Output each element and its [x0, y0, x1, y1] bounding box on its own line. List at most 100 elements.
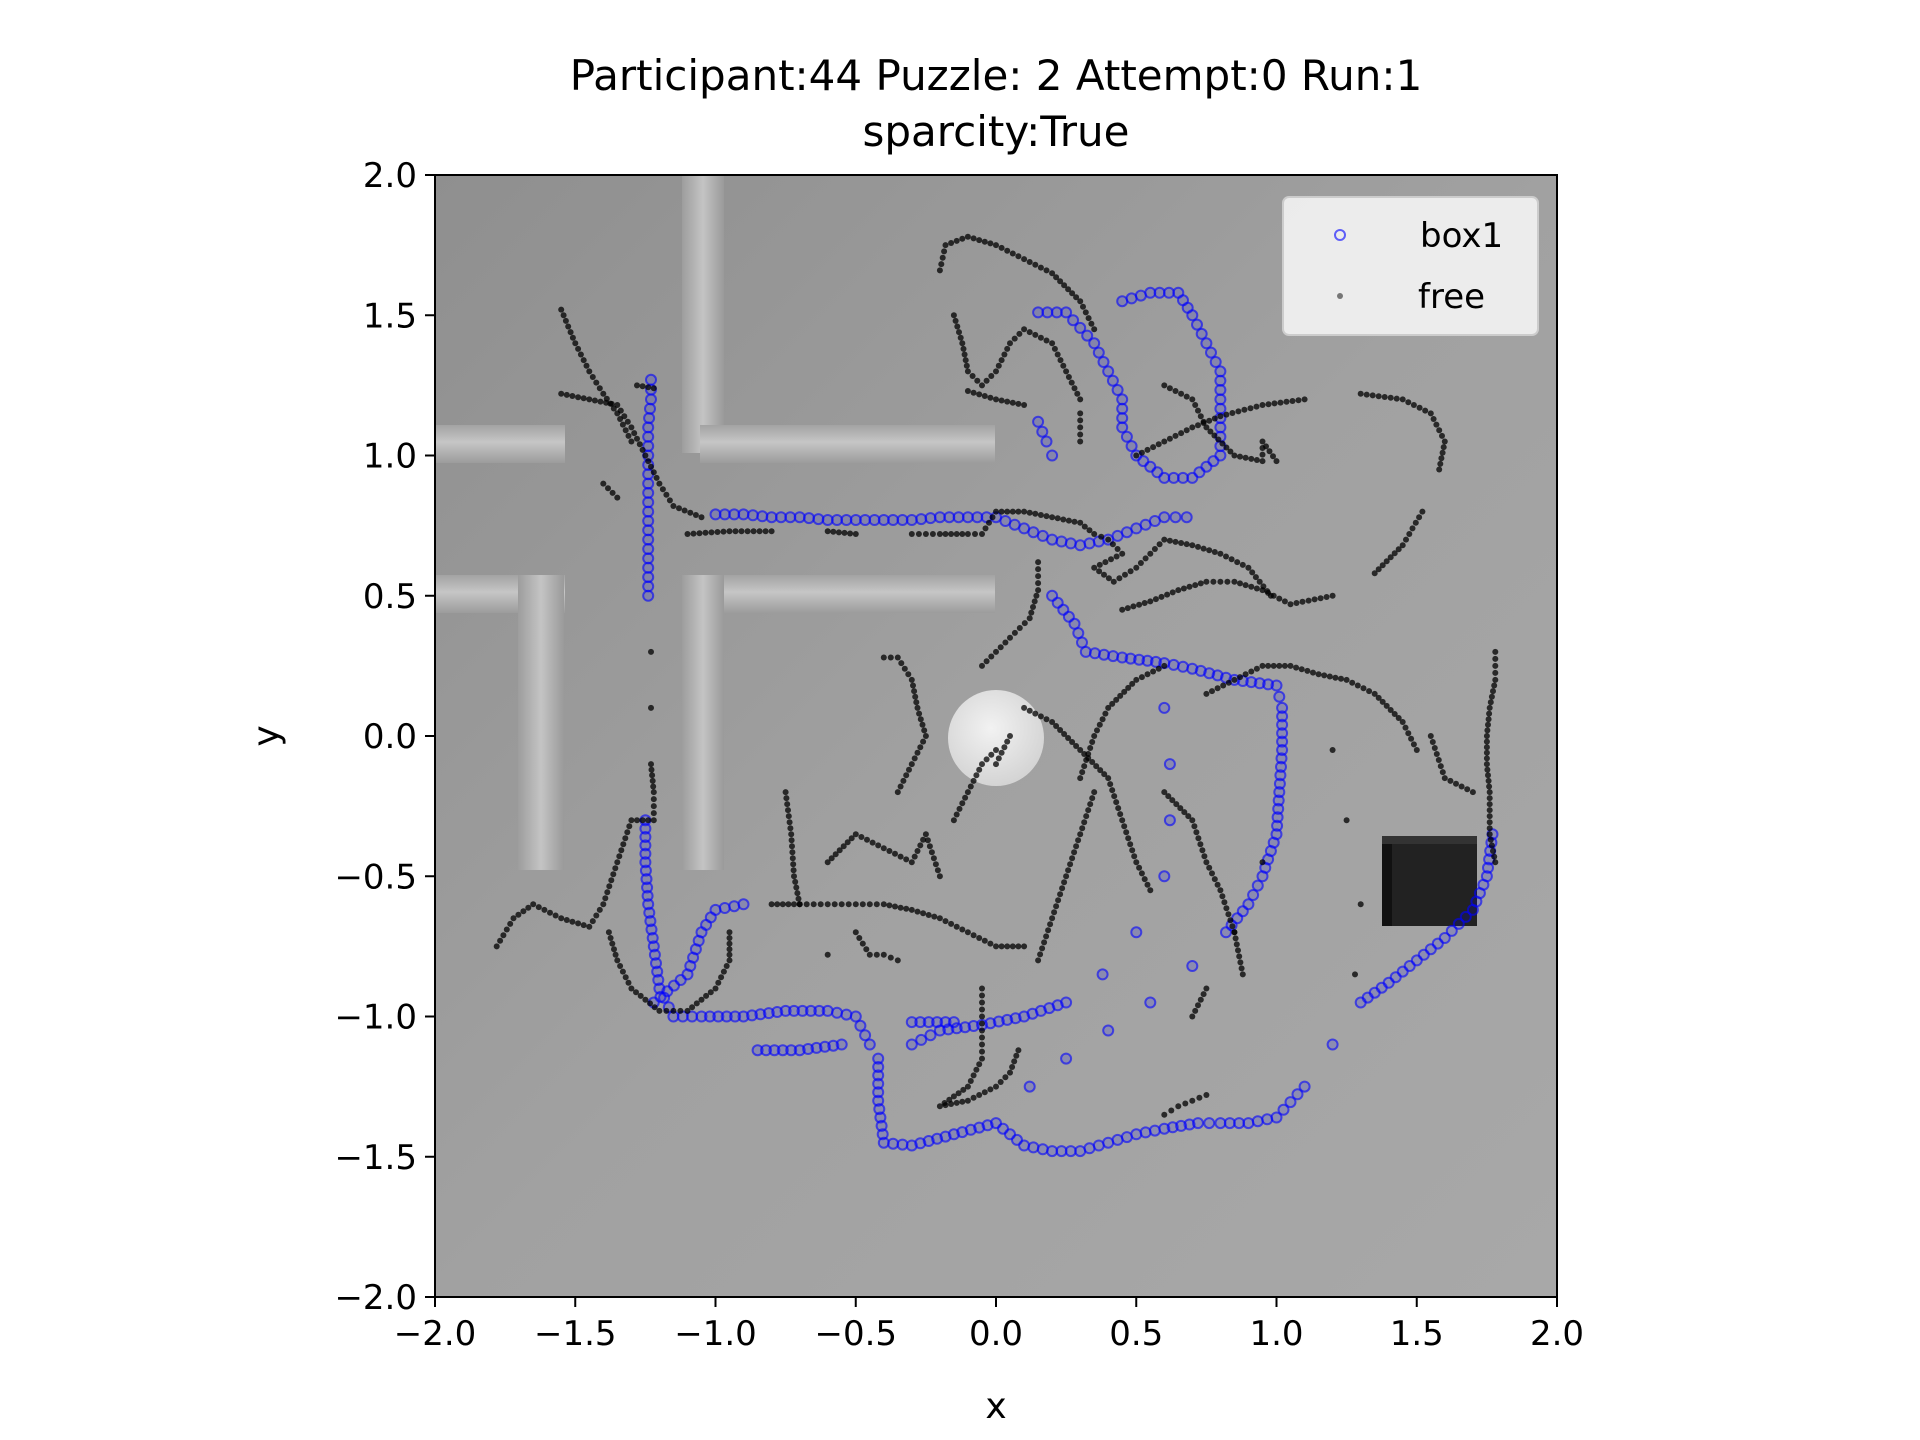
- free-point: [1405, 399, 1412, 406]
- free-point: [1228, 556, 1235, 563]
- free-point: [1256, 578, 1263, 585]
- box1-point: [1032, 415, 1045, 428]
- free-point: [634, 382, 640, 389]
- series-free: [493, 233, 1499, 1118]
- free-point: [1305, 597, 1312, 604]
- box1-point: [644, 915, 657, 928]
- free-point: [628, 817, 635, 824]
- free-point: [1265, 589, 1272, 596]
- free-point: [720, 968, 727, 975]
- free-point: [917, 716, 924, 723]
- free-point: [650, 803, 657, 810]
- free-point: [1435, 757, 1442, 763]
- free-point: [1321, 672, 1328, 679]
- free-point: [1108, 556, 1114, 563]
- box1-point: [746, 1009, 758, 1022]
- free-point: [1071, 518, 1078, 525]
- free-point: [1223, 444, 1230, 451]
- free-point: [1338, 675, 1344, 682]
- box1-point: [840, 1008, 853, 1021]
- free-point: [964, 789, 971, 796]
- free-point: [645, 817, 652, 824]
- free-point: [497, 937, 504, 944]
- box1-point: [1130, 1128, 1143, 1141]
- free-point: [1265, 401, 1272, 408]
- free-point: [948, 240, 955, 246]
- free-point: [1192, 1007, 1199, 1014]
- free-point: [961, 351, 968, 358]
- free-point: [1375, 694, 1382, 701]
- free-point: [1021, 402, 1028, 408]
- free-point: [976, 1092, 983, 1098]
- free-point: [1035, 957, 1042, 964]
- free-point: [1387, 707, 1394, 713]
- free-point: [916, 710, 923, 717]
- free-point: [609, 940, 616, 947]
- free-point: [1032, 331, 1039, 338]
- free-point: [873, 951, 880, 958]
- free-point: [1007, 1069, 1013, 1076]
- free-point: [1150, 668, 1157, 675]
- free-point: [1217, 550, 1224, 557]
- box1-point: [947, 1016, 960, 1029]
- box1-point: [1195, 327, 1208, 340]
- free-point: [950, 1093, 957, 1100]
- free-point: [1219, 440, 1226, 447]
- box1-point: [1186, 662, 1199, 675]
- box1-point: [1046, 449, 1059, 462]
- free-point: [1127, 841, 1134, 848]
- box1-point: [1203, 1117, 1216, 1130]
- free-point: [656, 1007, 663, 1014]
- box1-point: [813, 1004, 826, 1017]
- box1-point: [647, 940, 660, 953]
- free-point: [908, 906, 915, 913]
- free-point: [1189, 396, 1196, 403]
- wall-vertical-lower-left: [518, 575, 564, 870]
- box1-point: [1148, 1124, 1161, 1137]
- box1-point: [645, 923, 658, 936]
- free-point: [979, 1041, 985, 1048]
- free-point: [1486, 789, 1493, 796]
- free-point: [650, 789, 657, 796]
- free-point: [914, 908, 921, 915]
- free-point: [880, 901, 887, 908]
- box1-point: [1273, 786, 1286, 799]
- free-point: [880, 951, 887, 958]
- free-point: [1069, 290, 1076, 297]
- box1-point: [831, 1006, 843, 1019]
- free-point: [1429, 739, 1436, 745]
- box1-point: [651, 965, 664, 978]
- box1-point: [1242, 1117, 1255, 1130]
- free-point: [648, 648, 654, 655]
- free-point: [1440, 444, 1447, 451]
- free-point: [1238, 965, 1245, 972]
- free-point: [894, 957, 901, 964]
- free-point: [1395, 546, 1402, 553]
- free-point: [828, 855, 835, 862]
- free-point: [1391, 711, 1398, 717]
- box1-point: [1191, 318, 1203, 331]
- free-point: [1484, 766, 1491, 773]
- box1-point: [648, 948, 661, 961]
- free-point: [917, 842, 924, 849]
- free-point: [1281, 598, 1288, 605]
- free-point: [979, 985, 985, 992]
- free-point: [503, 926, 510, 933]
- free-point: [1234, 559, 1241, 566]
- free-point: [1165, 793, 1172, 800]
- free-point: [1242, 671, 1249, 678]
- free-point: [575, 345, 582, 352]
- free-point: [1293, 600, 1300, 606]
- free-point: [1224, 578, 1231, 585]
- box1-point: [1166, 1121, 1179, 1134]
- free-point: [852, 531, 859, 537]
- free-point: [1151, 546, 1158, 552]
- free-point: [589, 374, 596, 380]
- free-point: [1045, 927, 1052, 934]
- free-point: [972, 531, 978, 537]
- free-point: [619, 968, 626, 975]
- free-point: [1169, 589, 1176, 596]
- free-point: [702, 529, 709, 536]
- box1-point: [1271, 819, 1284, 832]
- free-point: [1486, 783, 1493, 790]
